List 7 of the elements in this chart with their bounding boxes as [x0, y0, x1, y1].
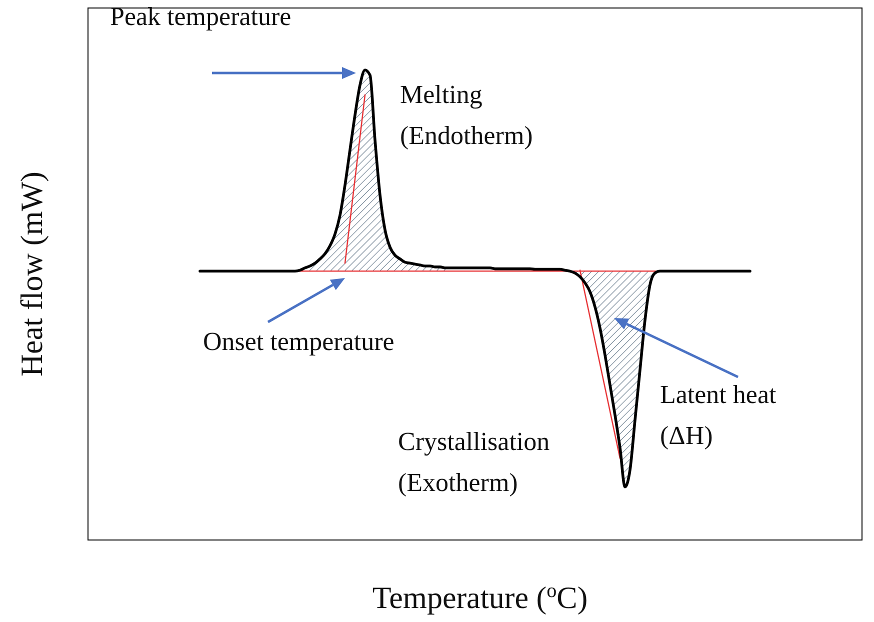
- x-axis-title: Temperature ($^{o}$C): [372, 580, 588, 615]
- text: Peak temperature: [110, 2, 292, 31]
- annotation: Melting (Endotherm): [400, 80, 533, 150]
- y-axis-title: Heat flow (mW): [14, 172, 49, 376]
- annotation: Onset temperature: [203, 327, 394, 356]
- annotation: Crystallisation (Exotherm): [398, 427, 550, 497]
- annotation: Latent heat (ΔH): [660, 380, 777, 450]
